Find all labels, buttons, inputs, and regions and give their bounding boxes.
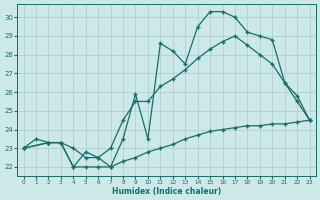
X-axis label: Humidex (Indice chaleur): Humidex (Indice chaleur): [112, 187, 221, 196]
